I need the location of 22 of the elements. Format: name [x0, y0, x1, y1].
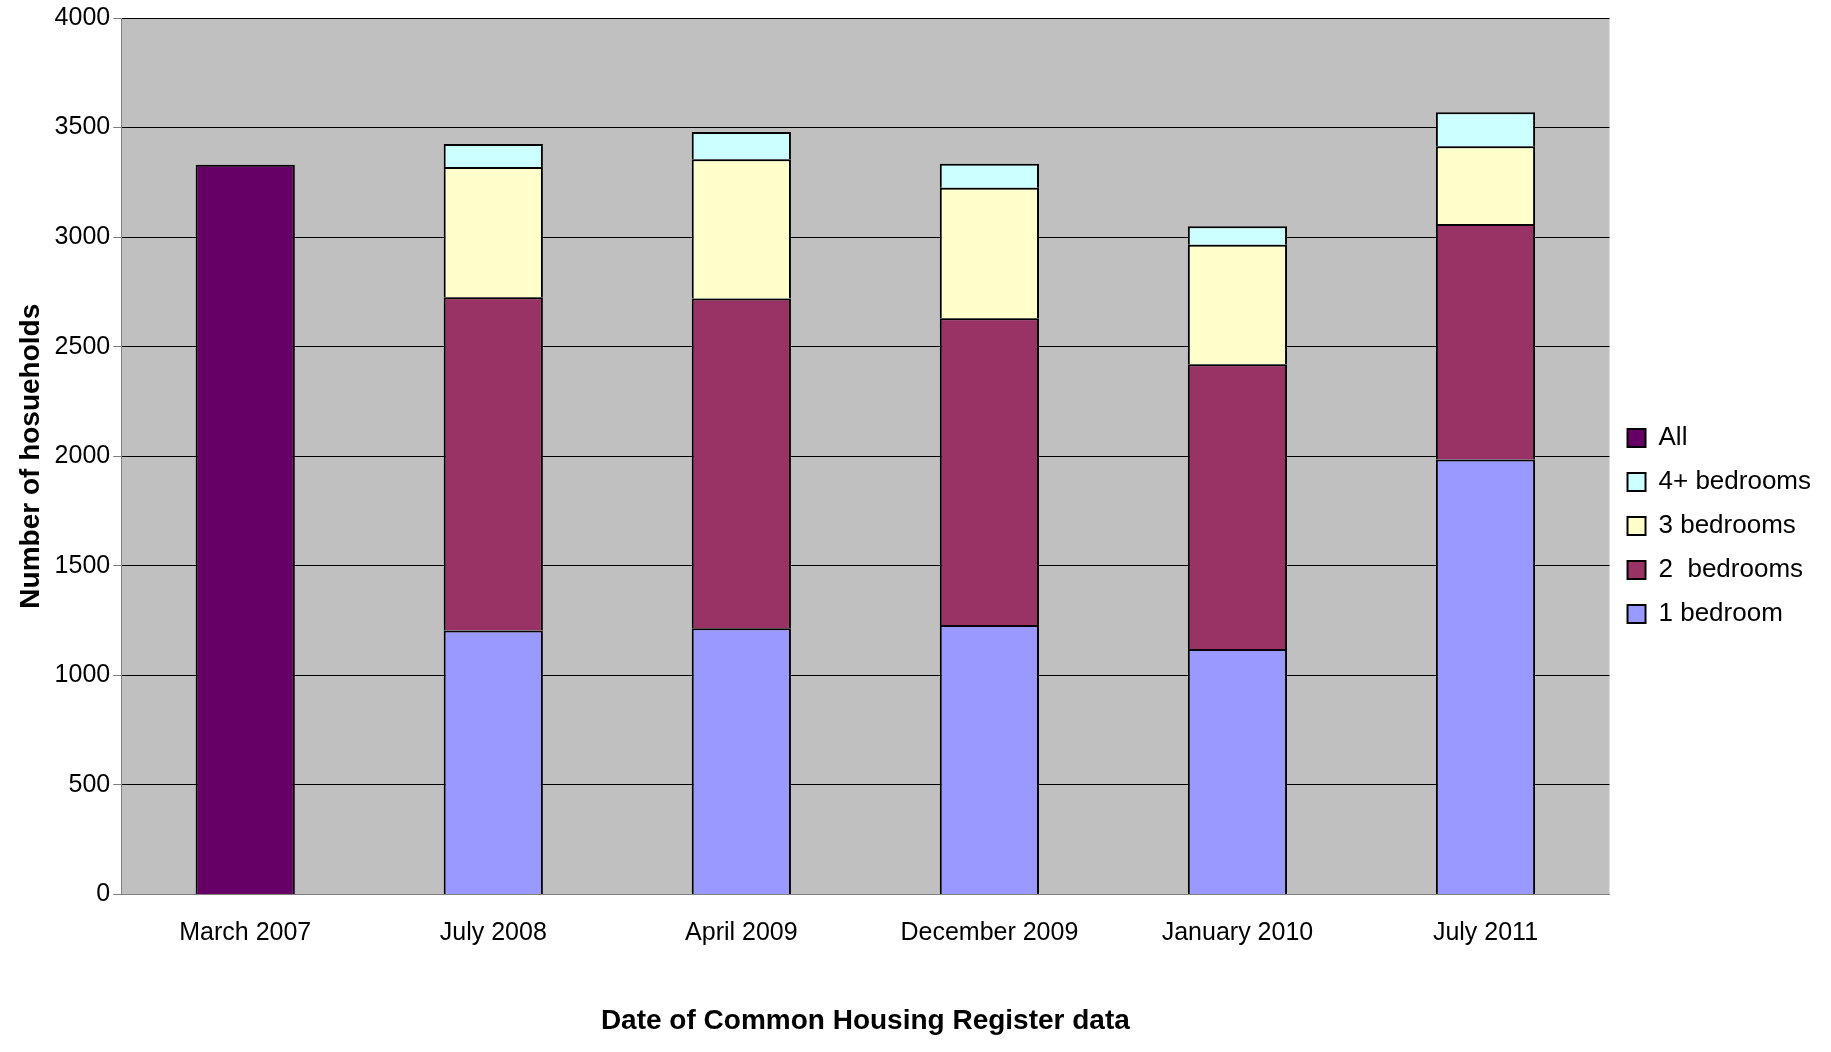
legend-label: 3 bedrooms — [1658, 509, 1796, 540]
x-tick-label: April 2009 — [685, 917, 798, 946]
legend-label: 4+ bedrooms — [1658, 465, 1811, 496]
x-tick-label: December 2009 — [900, 917, 1079, 946]
legend-label: All — [1658, 421, 1688, 452]
x-tick-label: January 2010 — [1161, 917, 1314, 946]
y-tick-label: 2500 — [54, 330, 111, 359]
legend-label: 2 bedrooms — [1658, 553, 1804, 584]
y-axis-title: Number of hosueholds — [13, 303, 45, 609]
y-tick-label: 4000 — [54, 1, 111, 30]
x-tick-label: July 2008 — [439, 917, 547, 946]
y-tick-label: 2000 — [54, 440, 111, 469]
legend-label: 1 bedroom — [1658, 597, 1783, 628]
x-tick-label: July 2011 — [1432, 917, 1539, 946]
y-tick-label: 500 — [68, 768, 111, 797]
x-axis-title: Date of Common Housing Register data — [600, 1003, 1131, 1035]
y-tick-label: 3000 — [54, 220, 111, 249]
y-tick-label: 0 — [96, 878, 111, 907]
x-tick-label: March 2007 — [179, 917, 312, 946]
y-tick-label: 1000 — [54, 659, 111, 688]
y-tick-label: 1500 — [54, 549, 111, 578]
y-tick-label: 3500 — [54, 111, 111, 140]
